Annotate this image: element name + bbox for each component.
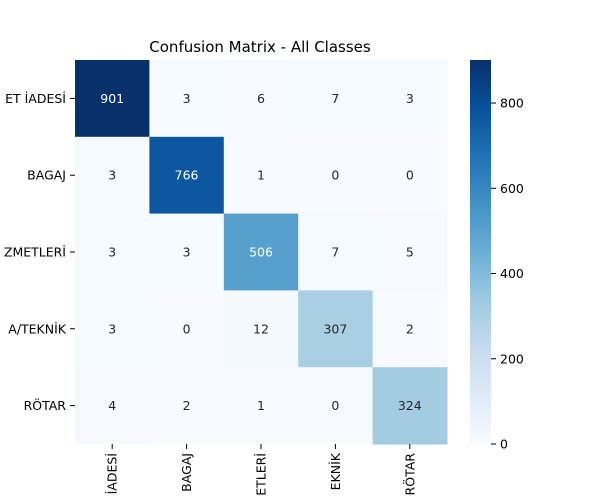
colorbar bbox=[470, 60, 491, 444]
row-tick-labels: ET İADESİ BAGAJ ZMETLERİ A/TEKNİK RÖTAR bbox=[4, 91, 75, 413]
cell-value-label: 2 bbox=[406, 321, 414, 336]
heatmap-cell bbox=[223, 290, 299, 368]
x-tick-label: RÖTAR bbox=[401, 453, 417, 496]
heatmap-cells: 901 3 6 7 3 3 766 1 0 0 3 3 506 7 5 3 0 12 307 2 4 2 1 0 324 bbox=[75, 60, 448, 445]
heatmap-cell bbox=[75, 213, 150, 291]
y-tick-label: A/TEKNİK bbox=[8, 321, 67, 336]
cell-value-label: 6 bbox=[257, 91, 265, 106]
heatmap-cell bbox=[75, 367, 150, 445]
cell-value-label: 766 bbox=[175, 168, 199, 183]
cell-value-label: 5 bbox=[406, 245, 414, 260]
y-tick-label: ET İADESİ bbox=[5, 91, 66, 106]
colorbar-ticks: 0 200 400 600 800 bbox=[491, 96, 524, 452]
cell-value-label: 4 bbox=[108, 398, 116, 413]
x-tick-label: ETLERİ bbox=[254, 453, 269, 496]
cell-value-label: 324 bbox=[398, 398, 422, 413]
colorbar-tick-label: 0 bbox=[500, 437, 508, 452]
cell-value-label: 1 bbox=[257, 398, 265, 413]
heatmap-cell bbox=[149, 367, 225, 445]
cell-value-label: 307 bbox=[323, 321, 347, 336]
heatmap-cell bbox=[149, 290, 225, 368]
cell-value-label: 901 bbox=[100, 91, 124, 106]
cell-value-label: 0 bbox=[406, 168, 414, 183]
heatmap-cell bbox=[298, 213, 374, 291]
cell-value-label: 506 bbox=[249, 245, 273, 260]
heatmap-cell bbox=[372, 60, 448, 138]
heatmap-cell bbox=[75, 60, 150, 138]
heatmap-cell bbox=[298, 60, 374, 138]
column-tick-labels: İADESİ BAGAJ ETLERİ EKNİK RÖTAR bbox=[105, 444, 417, 496]
cell-value-label: 3 bbox=[108, 245, 116, 260]
cell-value-label: 0 bbox=[331, 398, 339, 413]
cell-value-label: 1 bbox=[257, 168, 265, 183]
cell-value-label: 3 bbox=[108, 168, 116, 183]
cell-value-label: 7 bbox=[331, 245, 339, 260]
heatmap-cell bbox=[372, 213, 448, 291]
colorbar-tick-label: 800 bbox=[500, 96, 524, 111]
heatmap-cell bbox=[75, 290, 150, 368]
cell-value-label: 3 bbox=[183, 91, 191, 106]
cell-value-label: 12 bbox=[253, 321, 269, 336]
heatmap-cell bbox=[223, 60, 299, 138]
heatmap-cell bbox=[223, 367, 299, 445]
y-tick-label: ZMETLERİ bbox=[4, 245, 66, 260]
heatmap-cell bbox=[149, 213, 225, 291]
cell-value-label: 7 bbox=[331, 91, 339, 106]
colorbar-tick-label: 600 bbox=[500, 181, 524, 196]
heatmap-cell bbox=[372, 290, 448, 368]
heatmap-cell bbox=[149, 60, 225, 138]
colorbar-tick-label: 400 bbox=[500, 266, 524, 281]
heatmap-cell bbox=[298, 136, 374, 215]
heatmap-cell bbox=[223, 136, 299, 215]
cell-value-label: 3 bbox=[406, 91, 414, 106]
cell-value-label: 0 bbox=[331, 168, 339, 183]
heatmap-cell bbox=[372, 367, 448, 445]
y-tick-label: BAGAJ bbox=[27, 168, 66, 183]
cell-value-label: 3 bbox=[108, 321, 116, 336]
cell-value-label: 0 bbox=[183, 321, 191, 336]
cell-value-label: 3 bbox=[183, 245, 191, 260]
cell-value-label: 2 bbox=[183, 398, 191, 413]
heatmap-cell bbox=[298, 367, 374, 445]
x-tick-label: İADESİ bbox=[105, 453, 120, 494]
y-tick-label: RÖTAR bbox=[24, 397, 67, 413]
heatmap-cell bbox=[75, 136, 150, 215]
x-tick-label: EKNİK bbox=[328, 452, 343, 490]
heatmap-cell bbox=[149, 136, 225, 215]
colorbar-tick-label: 200 bbox=[500, 351, 524, 366]
chart-title: Confusion Matrix - All Classes bbox=[149, 38, 371, 56]
x-tick-label: BAGAJ bbox=[179, 453, 194, 492]
heatmap-cell bbox=[372, 136, 448, 215]
heatmap-cell bbox=[223, 213, 299, 291]
heatmap-cell bbox=[298, 290, 374, 368]
